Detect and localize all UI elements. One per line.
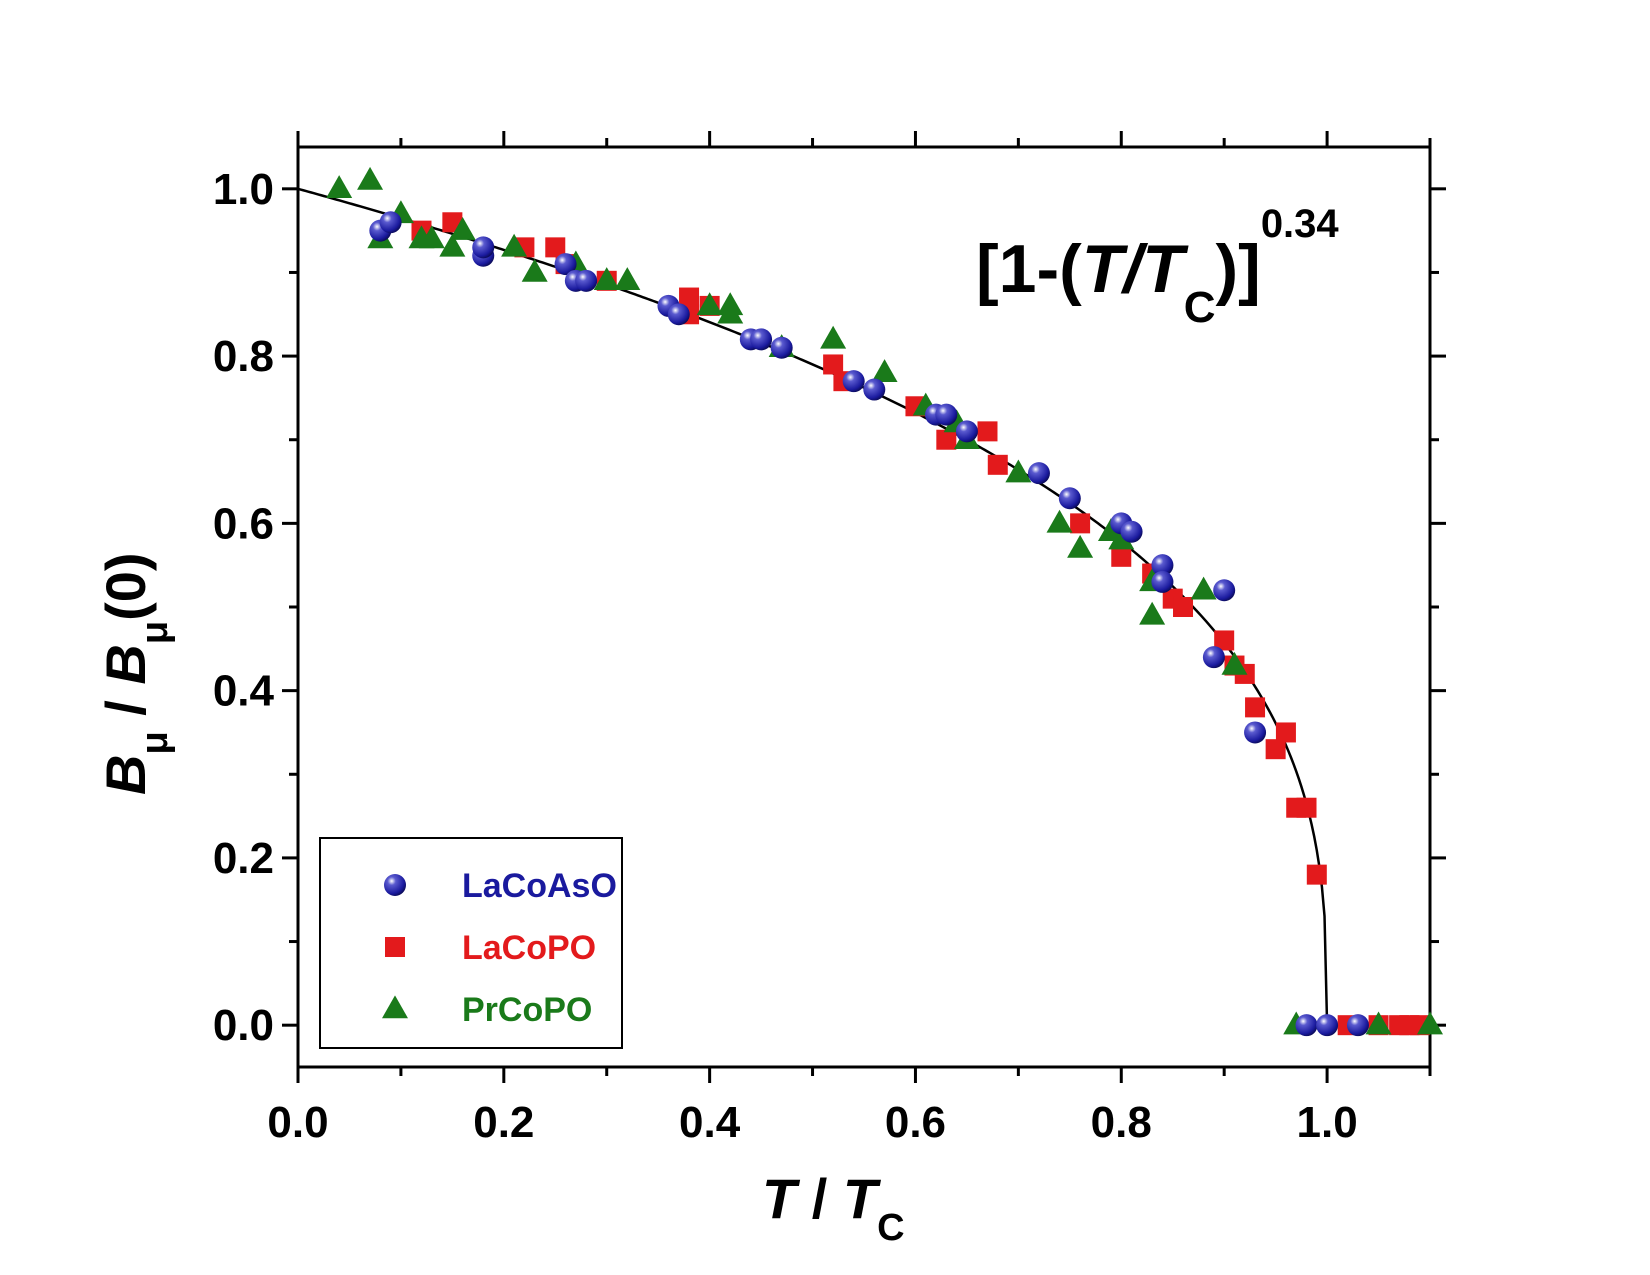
LaCoPO-point — [1245, 697, 1266, 718]
LaCoAsO-point — [575, 269, 598, 292]
legend-item-LaCoAsO: LaCoAsO — [384, 867, 617, 905]
series-LaCoAsO — [369, 211, 1369, 1037]
y-tick-labels: 0.0 0.2 0.4 0.6 0.8 1.0 — [213, 165, 275, 1050]
LaCoPO-point — [1265, 739, 1286, 760]
LaCoAsO-point — [1202, 646, 1225, 669]
LaCoPO-point — [936, 429, 957, 450]
LaCoAsO-point — [1295, 1014, 1318, 1037]
PrCoPO-point — [357, 166, 384, 190]
y-tick-label: 1.0 — [213, 165, 274, 214]
PrCoPO-point — [1417, 1011, 1443, 1035]
LaCoAsO-point — [1244, 721, 1267, 744]
legend-marker-LaCoPO — [385, 937, 405, 957]
legend-box — [319, 837, 623, 1049]
PrCoPO-point — [614, 267, 641, 291]
LaCoAsO-point — [750, 328, 773, 351]
LaCoPO-point — [1214, 630, 1235, 651]
x-tick-label: 0.8 — [1091, 1098, 1152, 1147]
PrCoPO-point — [521, 258, 548, 282]
LaCoPO-point — [977, 421, 998, 442]
PrCoPO-point — [717, 300, 744, 324]
LaCoAsO-point — [1151, 570, 1174, 593]
fit-formula-annotation: [1-(T/TC)]0.34 — [976, 202, 1339, 332]
data-markers — [326, 166, 1443, 1037]
LaCoAsO-point — [472, 236, 495, 259]
PrCoPO-point — [1046, 509, 1073, 533]
LaCoPO-point — [987, 454, 1008, 475]
legend-item-PrCoPO: PrCoPO — [382, 991, 592, 1029]
LaCoAsO-point — [1027, 462, 1050, 485]
LaCoAsO-point — [863, 378, 886, 401]
y-axis-label: Bμ / Bμ(0) — [94, 552, 176, 795]
PrCoPO-point — [1139, 601, 1166, 625]
y-tick-label: 0.8 — [213, 332, 274, 381]
LaCoAsO-point — [1120, 520, 1143, 543]
PrCoPO-point — [449, 216, 476, 240]
PrCoPO-point — [418, 225, 445, 249]
LaCoPO-point — [823, 354, 844, 375]
LaCoPO-point — [1070, 513, 1091, 534]
y-tick-label: 0.0 — [213, 1001, 274, 1050]
legend-marker-PrCoPO — [382, 995, 408, 1019]
legend-label-PrCoPO: PrCoPO — [462, 991, 592, 1029]
x-tick-labels: 0.0 0.2 0.4 0.6 0.8 1.0 — [267, 1098, 1357, 1147]
PrCoPO-point — [439, 233, 466, 257]
x-tick-label: 0.0 — [267, 1098, 328, 1147]
PrCoPO-point — [1221, 651, 1248, 675]
LaCoAsO-point — [1213, 579, 1236, 602]
x-axis-label: T / TC — [762, 1167, 905, 1249]
x-tick-label: 0.2 — [473, 1098, 534, 1147]
legend-marker-LaCoAsO — [384, 874, 406, 896]
axis-ticks — [282, 131, 1446, 1083]
LaCoAsO-point — [842, 370, 865, 393]
LaCoPO-point — [1173, 597, 1194, 617]
PrCoPO-point — [820, 325, 847, 349]
PrCoPO-point — [1067, 534, 1094, 558]
x-tick-label: 1.0 — [1297, 1098, 1358, 1147]
PrCoPO-point — [871, 359, 898, 383]
LaCoPO-point — [1275, 722, 1296, 743]
PrCoPO-point — [593, 267, 620, 291]
legend-label-LaCoPO: LaCoPO — [462, 929, 596, 967]
LaCoPO-point — [545, 237, 566, 258]
LaCoPO-point — [1296, 797, 1317, 818]
LaCoAsO-point — [1151, 554, 1174, 577]
PrCoPO-point — [1190, 576, 1217, 600]
LaCoAsO-point — [667, 303, 690, 326]
PrCoPO-point — [696, 292, 723, 316]
PrCoPO-point — [1365, 1011, 1392, 1035]
LaCoAsO-point — [935, 403, 958, 426]
x-tick-label: 0.4 — [679, 1098, 741, 1147]
PrCoPO-point — [1005, 459, 1032, 483]
y-tick-label: 0.4 — [213, 667, 275, 716]
LaCoAsO-point — [1346, 1014, 1369, 1037]
PrCoPO-point — [326, 175, 353, 199]
LaCoAsO-point — [379, 211, 402, 234]
LaCoAsO-point — [955, 420, 978, 443]
legend-item-LaCoPO: LaCoPO — [385, 929, 596, 967]
legend-label-LaCoAsO: LaCoAsO — [462, 867, 617, 905]
legend: LaCoAsO LaCoPO PrCoPO — [319, 837, 623, 1049]
y-tick-label: 0.6 — [213, 499, 274, 548]
LaCoAsO-point — [1058, 487, 1081, 510]
series-PrCoPO — [326, 166, 1443, 1035]
x-tick-label: 0.6 — [885, 1098, 946, 1147]
PrCoPO-point — [501, 233, 528, 257]
y-tick-label: 0.2 — [213, 834, 274, 883]
LaCoAsO-point — [554, 253, 577, 276]
LaCoPO-point — [1306, 864, 1327, 885]
PrCoPO-point — [1108, 526, 1135, 550]
LaCoPO-point — [1111, 546, 1132, 567]
LaCoAsO-point — [1316, 1014, 1339, 1037]
LaCoAsO-point — [770, 336, 793, 359]
LaCoPO-point — [679, 287, 700, 308]
